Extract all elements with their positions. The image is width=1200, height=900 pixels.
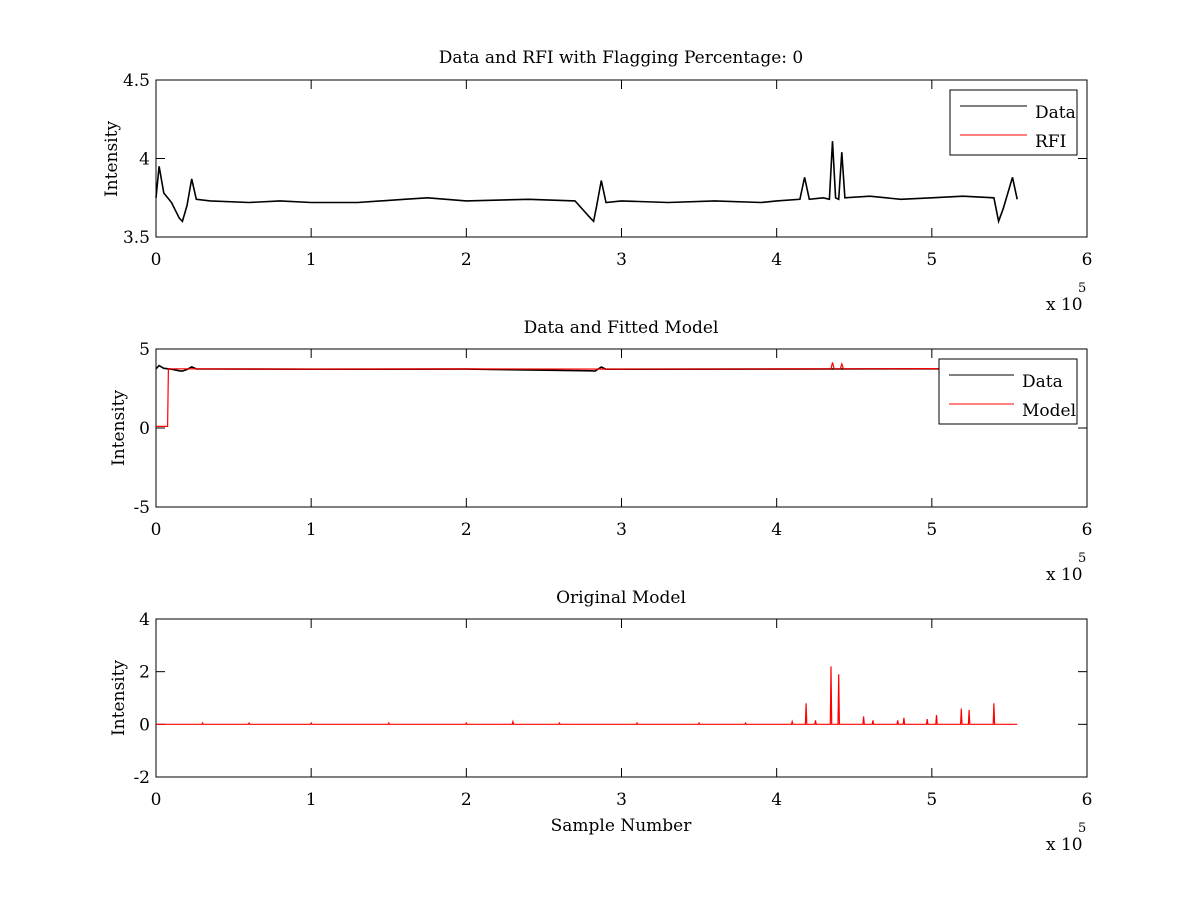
subplot-3-xtick-label: 6 (1082, 790, 1093, 810)
subplot-2-xtick-label: 0 (151, 520, 162, 540)
subplot-3-ytick-label: 4 (139, 610, 150, 630)
subplot-1-xtick-label: 4 (771, 250, 782, 270)
subplot-3-xlabel: Sample Number (551, 816, 693, 836)
subplot-2-ytick-label: 5 (139, 340, 150, 360)
subplot-3-xtick-label: 3 (616, 790, 627, 810)
subplot-1-title: Data and RFI with Flagging Percentage: 0 (439, 48, 803, 68)
subplot-2-xtick-label: 1 (306, 520, 317, 540)
subplot-2-xtick-label: 3 (616, 520, 627, 540)
subplot-2-legend-box (938, 358, 1078, 425)
subplot-2-ytick-label: 0 (139, 419, 150, 439)
subplot-2-xtick-label: 2 (461, 520, 472, 540)
subplot-3-xtick-label: 5 (926, 790, 937, 810)
subplot-1-xtick-label: 1 (306, 250, 317, 270)
subplot-1-ytick-label: 3.5 (123, 228, 150, 248)
subplot-1-ytick-label: 4.5 (123, 71, 150, 91)
subplot-3-xtick-label: 4 (771, 790, 782, 810)
subplot-1-legend-rfi-label: RFI (1035, 132, 1066, 152)
subplot-2-xtick-label: 5 (926, 520, 937, 540)
subplot-2: Data and Fitted Model Intensity 0 1 2 3 4 5 6 -… (109, 318, 1092, 585)
subplot-2-legend-model-label: Model (1022, 401, 1076, 421)
subplot-1-legend-data-label: Data (1035, 103, 1076, 123)
subplot-3-xtick-label: 1 (306, 790, 317, 810)
subplot-2-legend: Data Model (938, 358, 1078, 425)
subplot-3-ytick-label: 0 (139, 715, 150, 735)
subplot-1-xtick-label: 3 (616, 250, 627, 270)
subplot-1-xtick-label: 0 (151, 250, 162, 270)
subplot-3-x-exponent-power: 5 (1078, 821, 1086, 836)
subplot-2-xtick-label: 6 (1082, 520, 1093, 540)
subplot-1: Data and RFI with Flagging Percentage: 0… (102, 48, 1092, 315)
subplot-2-series-model-line (156, 362, 1018, 427)
subplot-1-x-exponent-prefix: x 10 (1046, 295, 1083, 315)
subplot-3-xtick-label: 0 (151, 790, 162, 810)
subplot-1-ylabel: Intensity (102, 121, 122, 197)
subplot-2-x-exponent-power: 5 (1078, 551, 1086, 566)
subplot-1-legend: Data RFI (949, 89, 1078, 156)
subplot-1-xtick-label: 2 (461, 250, 472, 270)
subplot-1-series-data-line (155, 141, 1018, 225)
subplot-2-plot: 0 1 2 3 4 5 6-505 (133, 340, 1092, 540)
subplot-1-xtick-label: 6 (1082, 250, 1093, 270)
subplot-1-x-exponent-power: 5 (1078, 281, 1086, 296)
subplot-3-ytick-label: -2 (133, 768, 150, 788)
subplot-2-x-exponent-prefix: x 10 (1046, 565, 1083, 585)
subplot-3-ytick-label: 2 (139, 663, 150, 683)
subplot-3-x-exponent-prefix: x 10 (1046, 835, 1083, 855)
subplot-1-plot: 0 1 2 3 4 5 6 3.5 4 4.5 (123, 71, 1092, 270)
subplot-3-ylabel: Intensity (109, 660, 129, 736)
subplot-1-xtick-label: 5 (926, 250, 937, 270)
subplot-2-xtick-label: 4 (771, 520, 782, 540)
subplot-2-ytick-label: -5 (133, 498, 150, 518)
subplot-3-series-model-line (156, 666, 1018, 725)
subplot-3-title: Original Model (556, 588, 686, 608)
subplot-3-xtick-label: 2 (461, 790, 472, 810)
subplot-2-title: Data and Fitted Model (524, 318, 719, 338)
subplot-2-legend-data-label: Data (1022, 372, 1063, 392)
subplot-2-ylabel: Intensity (109, 390, 129, 466)
subplot-1-ytick-label: 4 (139, 150, 150, 170)
subplot-1-legend-box (949, 89, 1078, 156)
